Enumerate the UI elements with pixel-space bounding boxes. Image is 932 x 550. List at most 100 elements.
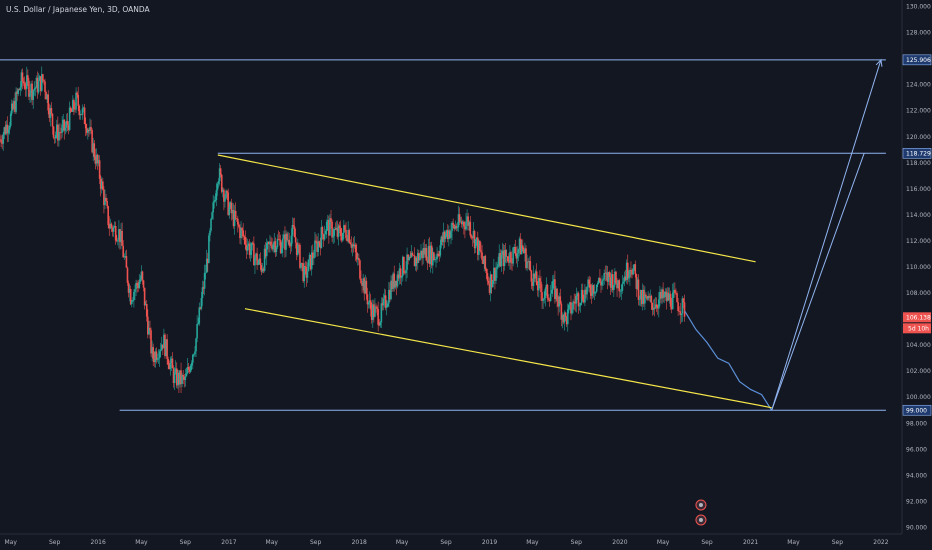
candle-body <box>180 370 182 384</box>
candle-body <box>602 279 604 281</box>
candle-body <box>35 77 38 88</box>
candle-body <box>63 119 66 131</box>
candle-body <box>511 262 513 264</box>
y-tick-label: 116.000 <box>906 186 931 193</box>
candle-body <box>179 370 181 385</box>
candle-body <box>16 91 18 94</box>
candle-body <box>169 362 172 370</box>
candle-body <box>193 353 195 355</box>
candle-body <box>243 236 246 237</box>
candle-body <box>570 302 572 314</box>
candle-body <box>373 304 375 317</box>
candle-body <box>130 301 133 305</box>
candle-body <box>314 240 316 258</box>
candle-body <box>626 262 629 279</box>
candle-body <box>398 268 401 279</box>
candle-body <box>401 256 404 277</box>
candle-body <box>210 218 212 231</box>
candle-body <box>352 244 355 247</box>
candle-body <box>82 107 85 109</box>
candle-body <box>407 254 409 261</box>
candle-body <box>489 274 492 293</box>
candle-body <box>331 221 333 238</box>
candle-body <box>52 126 55 138</box>
candle-body <box>380 303 383 323</box>
candle-body <box>67 124 70 130</box>
candle-body <box>198 307 201 324</box>
candle-body <box>370 309 373 320</box>
candle-body <box>304 266 307 267</box>
candle-body <box>270 241 272 246</box>
candle-body <box>308 254 311 260</box>
candle-body <box>543 297 545 300</box>
candle-body <box>316 241 318 252</box>
candle-body <box>630 269 632 271</box>
candle-body <box>609 277 612 288</box>
candle-body <box>74 109 76 110</box>
x-tick-label: 2016 <box>91 539 106 546</box>
candle-body <box>421 250 423 259</box>
candle-body <box>336 227 339 237</box>
candle-body <box>42 74 44 81</box>
candle-body <box>158 351 161 359</box>
candle-body <box>625 262 628 280</box>
candle-body <box>557 301 559 307</box>
candle-body <box>658 299 660 309</box>
candle-body <box>605 272 608 274</box>
candle-body <box>496 266 498 270</box>
candle-body <box>653 307 656 309</box>
candle-body <box>545 284 548 289</box>
candle-body <box>500 254 503 267</box>
candle-body <box>119 229 121 243</box>
candle-body <box>359 260 361 279</box>
candle-body <box>414 257 417 267</box>
candle-body <box>514 247 517 254</box>
candle-body <box>518 238 521 250</box>
candle-body <box>65 120 68 128</box>
candle-body <box>207 258 209 263</box>
candle-body <box>621 283 624 291</box>
candle-body <box>182 375 184 377</box>
candle-body <box>449 230 451 238</box>
candle-body <box>515 253 518 259</box>
candle-body <box>50 107 53 114</box>
candle-body <box>649 295 652 298</box>
candle-body <box>38 76 41 81</box>
candle-body <box>445 230 448 235</box>
candle-body <box>252 242 254 244</box>
candle-body <box>478 241 480 255</box>
candle-body <box>593 291 596 294</box>
level-tag <box>902 54 932 66</box>
candle-body <box>640 290 643 305</box>
candle-body <box>12 103 14 110</box>
candle-body <box>136 282 138 286</box>
candle-body <box>39 76 42 91</box>
candle-body <box>13 100 15 110</box>
candle-body <box>188 369 191 372</box>
candle-body <box>419 255 421 261</box>
candle-body <box>190 362 193 366</box>
candle-body <box>628 276 630 279</box>
candle-body <box>548 299 551 301</box>
y-tick-label: 112.000 <box>906 238 931 245</box>
candle-body <box>186 367 189 374</box>
candle-body <box>589 284 592 293</box>
candle-body <box>547 298 550 300</box>
candle-body <box>211 212 213 219</box>
candle-body <box>667 292 670 301</box>
level-tag-label: 118.729 <box>906 150 931 157</box>
candle-body <box>64 127 67 131</box>
candle-body <box>564 312 567 317</box>
candle-body <box>403 256 405 273</box>
candle-body <box>382 298 385 306</box>
candle-body <box>299 244 301 268</box>
candle-body <box>579 302 582 306</box>
candle-body <box>225 190 227 198</box>
candle-body <box>181 375 183 384</box>
candle-body <box>44 81 46 93</box>
candle-body <box>238 224 240 227</box>
candle-body <box>301 262 303 264</box>
countdown-label: 5d 10h <box>908 325 929 332</box>
candle-body <box>87 129 89 133</box>
